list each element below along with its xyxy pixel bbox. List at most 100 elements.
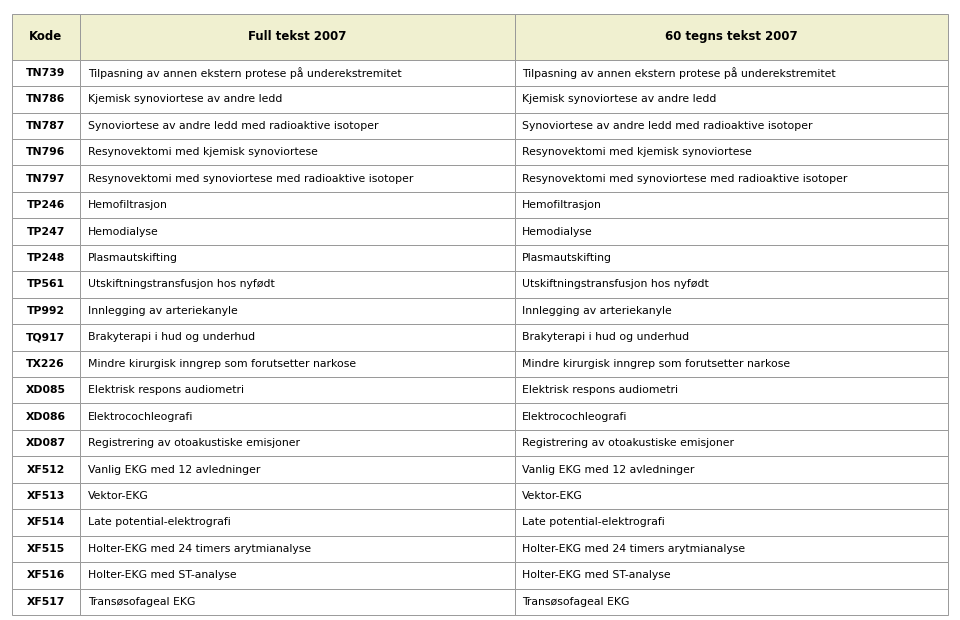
Text: Hemofiltrasjon: Hemofiltrasjon — [87, 200, 167, 210]
Text: Innlegging av arteriekanyle: Innlegging av arteriekanyle — [87, 306, 237, 316]
Bar — [12, 218, 80, 245]
Bar — [80, 192, 515, 218]
Text: TN739: TN739 — [26, 68, 65, 78]
Bar — [515, 562, 948, 588]
Text: Vanlig EKG med 12 avledninger: Vanlig EKG med 12 avledninger — [522, 464, 695, 474]
Bar — [80, 113, 515, 139]
Bar — [80, 588, 515, 615]
Text: Resynovektomi med kjemisk synoviortese: Resynovektomi med kjemisk synoviortese — [522, 148, 753, 157]
Bar — [12, 536, 80, 562]
Text: Resynovektomi med kjemisk synoviortese: Resynovektomi med kjemisk synoviortese — [87, 148, 318, 157]
Bar — [80, 404, 515, 430]
Text: Full tekst 2007: Full tekst 2007 — [248, 30, 347, 43]
Bar — [12, 166, 80, 192]
Bar — [515, 430, 948, 456]
Text: Vektor-EKG: Vektor-EKG — [522, 491, 583, 501]
Text: XF515: XF515 — [27, 544, 65, 554]
Text: Plasmautskifting: Plasmautskifting — [87, 253, 178, 263]
Bar — [80, 536, 515, 562]
Bar — [80, 218, 515, 245]
Bar — [80, 509, 515, 536]
Text: Innlegging av arteriekanyle: Innlegging av arteriekanyle — [522, 306, 672, 316]
Text: Kode: Kode — [29, 30, 62, 43]
Text: Late potential-elektrografi: Late potential-elektrografi — [522, 518, 665, 528]
Bar — [12, 14, 80, 60]
Bar — [80, 456, 515, 483]
Text: TQ917: TQ917 — [26, 332, 65, 342]
Bar — [12, 324, 80, 350]
Text: TN787: TN787 — [26, 121, 65, 131]
Bar — [515, 377, 948, 404]
Bar — [12, 245, 80, 272]
Bar — [515, 324, 948, 350]
Text: XF517: XF517 — [27, 597, 65, 607]
Bar — [12, 298, 80, 324]
Bar — [80, 483, 515, 509]
Text: TP246: TP246 — [27, 200, 65, 210]
Bar — [80, 324, 515, 350]
Bar — [12, 350, 80, 377]
Bar — [12, 139, 80, 166]
Text: XD085: XD085 — [26, 385, 65, 396]
Text: Utskiftningstransfusjon hos nyfødt: Utskiftningstransfusjon hos nyfødt — [522, 280, 709, 290]
Text: TN786: TN786 — [26, 94, 65, 104]
Text: Holter-EKG med ST-analyse: Holter-EKG med ST-analyse — [522, 570, 671, 580]
Text: Brakyterapi i hud og underhud: Brakyterapi i hud og underhud — [522, 332, 689, 342]
Bar — [515, 113, 948, 139]
Text: Utskiftningstransfusjon hos nyfødt: Utskiftningstransfusjon hos nyfødt — [87, 280, 275, 290]
Bar — [80, 298, 515, 324]
Bar — [515, 404, 948, 430]
Bar — [12, 272, 80, 298]
Text: XD086: XD086 — [26, 412, 66, 422]
Text: Hemofiltrasjon: Hemofiltrasjon — [522, 200, 602, 210]
Text: Elektrocochleografi: Elektrocochleografi — [87, 412, 193, 422]
Text: Holter-EKG med ST-analyse: Holter-EKG med ST-analyse — [87, 570, 236, 580]
Text: XF514: XF514 — [27, 518, 65, 528]
Text: Resynovektomi med synoviortese med radioaktive isotoper: Resynovektomi med synoviortese med radio… — [522, 174, 848, 184]
Text: Brakyterapi i hud og underhud: Brakyterapi i hud og underhud — [87, 332, 254, 342]
Bar — [12, 483, 80, 509]
Text: Holter-EKG med 24 timers arytmianalyse: Holter-EKG med 24 timers arytmianalyse — [87, 544, 311, 554]
Bar — [80, 14, 515, 60]
Text: Registrering av otoakustiske emisjoner: Registrering av otoakustiske emisjoner — [522, 438, 734, 448]
Bar — [12, 113, 80, 139]
Text: TP992: TP992 — [27, 306, 64, 316]
Bar — [515, 166, 948, 192]
Text: Kjemisk synoviortese av andre ledd: Kjemisk synoviortese av andre ledd — [87, 94, 282, 104]
Text: Holter-EKG med 24 timers arytmianalyse: Holter-EKG med 24 timers arytmianalyse — [522, 544, 746, 554]
Bar — [80, 60, 515, 86]
Text: Plasmautskifting: Plasmautskifting — [522, 253, 612, 263]
Bar — [515, 14, 948, 60]
Bar — [515, 456, 948, 483]
Text: XF512: XF512 — [27, 464, 65, 474]
Text: TN796: TN796 — [26, 148, 65, 157]
Text: Transøsofageal EKG: Transøsofageal EKG — [87, 597, 195, 607]
Bar — [515, 509, 948, 536]
Bar — [80, 562, 515, 588]
Text: Hemodialyse: Hemodialyse — [87, 226, 158, 237]
Text: Elektrisk respons audiometri: Elektrisk respons audiometri — [87, 385, 244, 396]
Bar — [515, 86, 948, 113]
Text: XF513: XF513 — [27, 491, 65, 501]
Bar — [515, 536, 948, 562]
Bar — [80, 86, 515, 113]
Bar — [515, 588, 948, 615]
Bar — [80, 272, 515, 298]
Bar — [515, 272, 948, 298]
Bar — [12, 192, 80, 218]
Text: Synoviortese av andre ledd med radioaktive isotoper: Synoviortese av andre ledd med radioakti… — [87, 121, 378, 131]
Bar — [80, 350, 515, 377]
Bar — [12, 377, 80, 404]
Text: Hemodialyse: Hemodialyse — [522, 226, 593, 237]
Bar — [12, 430, 80, 456]
Text: TP247: TP247 — [27, 226, 65, 237]
Bar — [12, 588, 80, 615]
Text: Kjemisk synoviortese av andre ledd: Kjemisk synoviortese av andre ledd — [522, 94, 717, 104]
Bar — [12, 456, 80, 483]
Text: XD087: XD087 — [26, 438, 66, 448]
Bar — [12, 86, 80, 113]
Bar — [80, 245, 515, 272]
Bar — [80, 377, 515, 404]
Bar — [80, 430, 515, 456]
Bar — [80, 166, 515, 192]
